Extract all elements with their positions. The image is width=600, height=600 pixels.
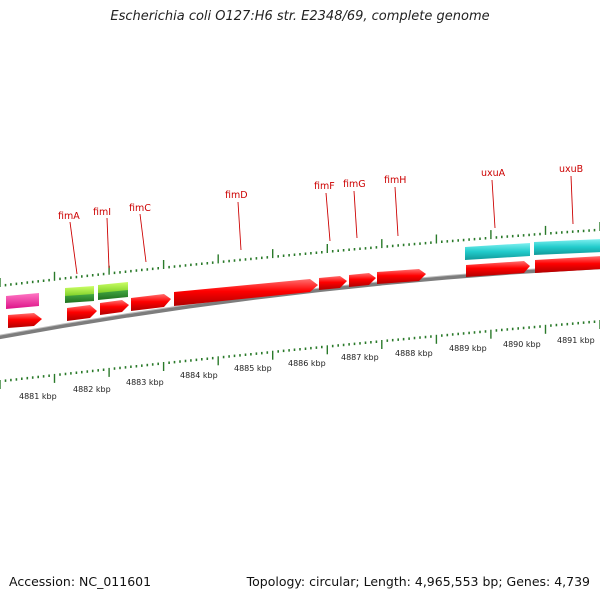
tick-row-upper <box>0 222 600 287</box>
scale-label: 4884 kbp <box>180 371 218 380</box>
tick-row-lower <box>0 320 600 389</box>
feature-fimA-dark[interactable] <box>65 294 94 303</box>
gene-label-fimD[interactable]: fimD <box>225 190 248 201</box>
feature-left-magenta[interactable] <box>6 293 39 309</box>
gene-leader-line <box>237 201 242 251</box>
scale-label: 4889 kbp <box>449 344 487 353</box>
gene-label-fimF[interactable]: fimF <box>314 181 335 192</box>
scale-label: 4882 kbp <box>73 385 111 394</box>
gene-leader-line <box>570 175 574 225</box>
gene-leader-lines <box>69 175 574 275</box>
scale-label: 4883 kbp <box>126 378 164 387</box>
cds-fimF[interactable] <box>319 276 347 290</box>
gene-leader-line <box>325 192 331 242</box>
feature-left-arrow[interactable] <box>8 313 42 328</box>
scale-label: 4881 kbp <box>19 392 57 401</box>
gene-leader-line <box>69 221 78 275</box>
cds-fimA[interactable] <box>67 305 97 321</box>
gene-label-fimA[interactable]: fimA <box>58 211 80 222</box>
genome-backbone <box>0 265 600 340</box>
scale-label: 4885 kbp <box>234 364 272 373</box>
scale-label: 4891 kbp <box>557 336 595 345</box>
gene-leader-line <box>139 213 147 263</box>
gene-label-uxuB[interactable]: uxuB <box>559 164 583 175</box>
gene-label-fimC[interactable]: fimC <box>129 203 151 214</box>
gene-leader-line <box>353 190 358 239</box>
cds-fimD[interactable] <box>174 279 318 306</box>
gene-label-uxuA[interactable]: uxuA <box>481 168 506 179</box>
feature-uxuB-band[interactable] <box>534 239 600 255</box>
feature-fimA-band[interactable] <box>65 286 94 297</box>
feature-fimI-dark[interactable] <box>98 290 128 300</box>
feature-uxuA-band[interactable] <box>465 243 530 260</box>
genome-summary-text: Topology: circular; Length: 4,965,553 bp… <box>246 574 590 589</box>
scale-label: 4887 kbp <box>341 353 379 362</box>
gene-label-fimI[interactable]: fimI <box>93 207 111 218</box>
genome-title: Escherichia coli O127:H6 str. E2348/69, … <box>110 9 490 24</box>
cds-fimH[interactable] <box>377 269 426 284</box>
gene-leader-line <box>394 186 399 237</box>
gene-label-fimG[interactable]: fimG <box>343 179 366 190</box>
gene-label-fimH[interactable]: fimH <box>384 175 406 186</box>
cds-fimG[interactable] <box>349 273 376 287</box>
cds-uxuA[interactable] <box>466 261 530 277</box>
cds-fimC[interactable] <box>131 294 171 311</box>
scale-label: 4886 kbp <box>288 359 326 368</box>
cds-uxuB[interactable] <box>535 256 600 273</box>
gene-leader-line <box>106 217 110 269</box>
cds-fimI[interactable] <box>100 300 129 315</box>
gene-leader-line <box>491 179 496 229</box>
scale-label: 4888 kbp <box>395 349 433 358</box>
accession-text: Accession: NC_011601 <box>9 574 152 589</box>
scale-label: 4890 kbp <box>503 340 541 349</box>
